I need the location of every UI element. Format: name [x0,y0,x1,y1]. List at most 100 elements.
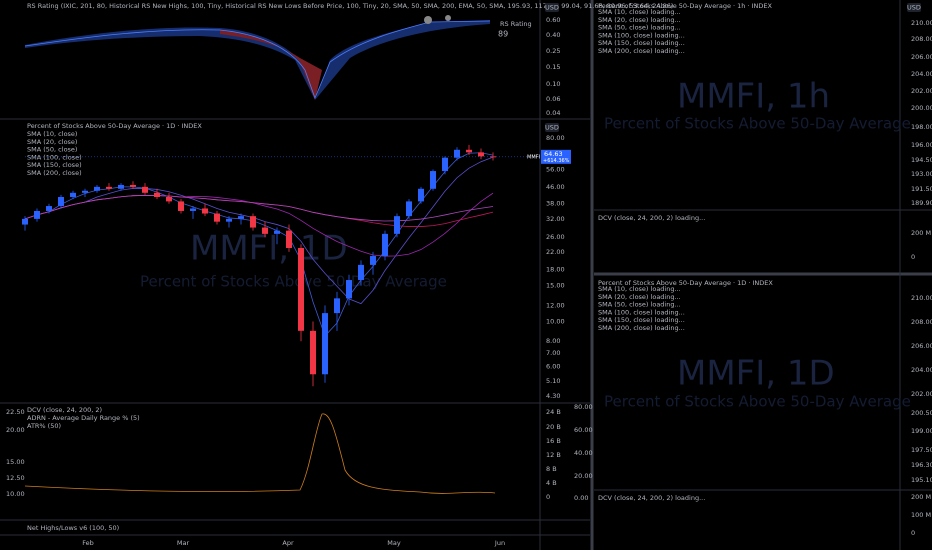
y-tick-label: 32.00 [546,215,565,223]
last-change: +614.36% [543,158,570,164]
axis-label: 24 B [546,408,561,416]
badge [907,3,921,12]
axis-label: 199.00 [911,427,932,435]
axis-label: 20 B [546,423,561,431]
rs-marker [445,15,451,21]
candle-body [262,227,268,234]
candle-body [58,196,64,207]
rs-value: 89 [498,30,508,39]
axis-label: 206.00 [911,342,932,350]
axis-label: 195.10 [911,476,932,484]
axis-label: 204.00 [911,70,932,78]
candle-body [406,201,412,217]
rs-marker [424,16,432,24]
y-tick-label: 38.00 [546,200,565,208]
badge [545,3,559,12]
sma-line [24,195,494,222]
dcv-line [24,413,496,494]
legend: SMA (50, close) loading... [598,24,681,32]
legend: SMA (20, close) loading... [598,293,681,301]
rs-area [25,20,490,100]
legend: SMA (150, close) [27,161,82,169]
candle-body [250,216,256,228]
y-tick-label: 22.00 [546,248,565,256]
y-tick-label: 10.00 [546,318,565,326]
candle-body [214,213,220,222]
axis-label: 15.00 [6,458,25,466]
candle-body [22,218,28,225]
axis-label: 200.50 [911,409,932,417]
candle-body [130,184,136,187]
axis-label: 196.30 [911,461,932,469]
candle-body [394,216,400,234]
axis-label: 208.00 [911,318,932,326]
axis-label: 210.00 [911,294,932,302]
currency: USD [545,124,559,132]
axis-label: 189.90 [911,199,932,207]
axis-label: 210.00 [911,19,932,27]
candle-body [454,149,460,158]
ticker: MMFI [527,154,540,160]
legend: ADRN - Average Daily Range % (5) [27,414,140,422]
y-tick-label: 46.00 [546,183,565,191]
axis-label: 20.00 [6,426,25,434]
y-tick-label: 26.00 [546,233,565,241]
rs-label: RS Rating [500,20,532,28]
axis-label: 40.00 [574,449,593,457]
legend: SMA (100, close) loading... [598,31,685,39]
y-tick-label: 8.00 [546,337,560,345]
axis-label: 16 B [546,437,561,445]
axis-label: 0 [911,529,915,537]
axis-label: 0 [911,253,915,261]
candle-body [226,218,232,222]
axis-label: 12 B [546,451,561,459]
legend: SMA (100, close) loading... [598,308,685,316]
candle-body [238,216,244,219]
axis-label: 0.10 [546,80,560,88]
last-price: 64.63 [544,150,563,158]
legend: SMA (10, close) loading... [598,8,681,16]
axis-label: 100 M [911,511,931,519]
candle-body [358,264,364,281]
axis-label: 8 B [546,465,557,473]
candle-body [334,298,340,314]
candle-body [142,186,148,193]
legend: DCV (close, 24, 200, 2) loading... [598,494,705,502]
legend: SMA (150, close) loading... [598,39,685,47]
axis-label: May [387,539,401,547]
legend: SMA (200, close) loading... [598,47,685,55]
axis-label: 0.04 [546,109,560,117]
y-tick-label: 6.00 [546,363,560,371]
legend: SMA (20, close) loading... [598,16,681,24]
candle-body [418,188,424,202]
candle-body [466,149,472,153]
legend: SMA (20, close) [27,138,77,146]
pane-title: Percent of Stocks Above 50-Day Average ·… [598,279,773,287]
axis-label: 194.50 [911,156,932,164]
axis-label: 198.00 [911,123,932,131]
watermark: MMFI, 1D [190,229,348,269]
axis-label: Apr [282,539,294,547]
pane-title: Percent of Stocks Above 50-Day Average ·… [598,2,773,10]
axis-label: Mar [177,539,190,547]
legend: SMA (200, close) [27,169,82,177]
axis-label: 200 M [911,229,931,237]
candle-body [478,152,484,157]
axis-label: 202.00 [911,87,932,95]
candle-body [310,330,316,375]
currency: USD [907,4,921,12]
axis-label: 196.00 [911,141,932,149]
legend: RS Rating (IXIC, 201, 80, Historical RS … [27,2,673,10]
candle-body [346,280,352,299]
y-tick-label: 5.10 [546,377,560,385]
sma-line [24,156,494,305]
candle-body [154,192,160,197]
legend: SMA (50, close) loading... [598,301,681,309]
watermark-sub: Percent of Stocks Above 50-Day Average [604,393,911,411]
rs-line [24,20,491,100]
watermark-sub: Percent of Stocks Above 50-Day Average [140,273,447,291]
candle-body [190,208,196,211]
candle-body [430,171,436,189]
axis-label: Jun [494,539,505,547]
y-tick-label: 56.00 [546,165,565,173]
